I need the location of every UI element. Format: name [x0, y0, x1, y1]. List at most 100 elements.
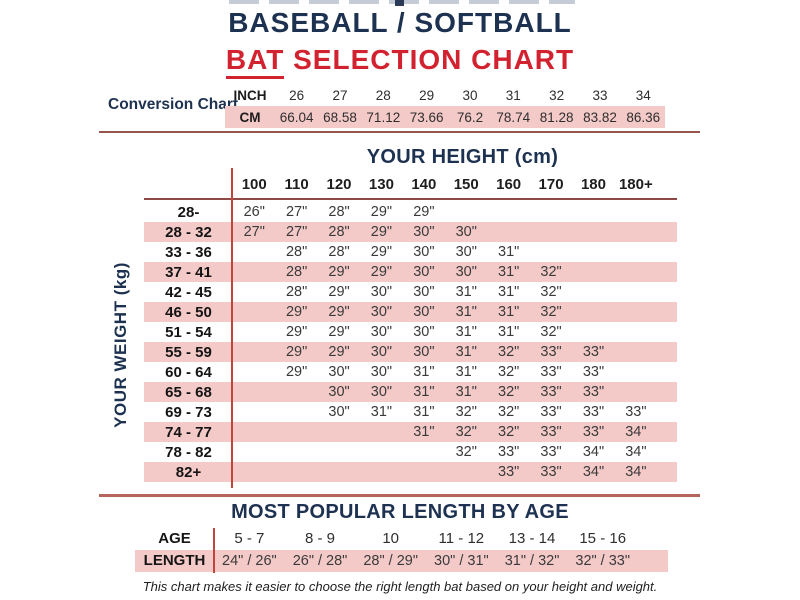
- bat-length-cell: [233, 284, 275, 300]
- bat-length-cell: 31": [498, 324, 520, 340]
- bat-length-cell: [318, 464, 360, 480]
- bat-length-cell: [233, 424, 275, 440]
- bat-length-cell: 30": [370, 304, 393, 320]
- bat-length-cell: [275, 404, 317, 420]
- bat-length-cell: [403, 464, 445, 480]
- bat-length-cell: 32": [540, 324, 562, 340]
- bat-length-cell: [360, 424, 402, 440]
- bat-length-cell: 29": [370, 204, 393, 220]
- bottom-divider: [99, 494, 700, 497]
- bat-length-cell: 34": [625, 444, 647, 460]
- height-table-title: YOUR HEIGHT (cm): [366, 146, 559, 168]
- height-row-cells: 28" 29" 30" 30" 31" 31" 32": [233, 284, 657, 300]
- conversion-cm-values: 66.04 68.58 71.12 73.66 76.2 78.74 81.28 83.82 8…: [275, 110, 665, 125]
- length-value: 28" / 29": [363, 553, 418, 569]
- weight-range-label: 28-: [177, 203, 200, 221]
- height-column-header: 180: [580, 176, 606, 193]
- weight-range-label: 74 - 77: [165, 423, 212, 441]
- bat-length-cell: [487, 204, 529, 220]
- bat-length-cell: 32": [540, 264, 562, 280]
- height-column-header: 140: [411, 176, 437, 193]
- bat-length-cell: 31": [455, 324, 477, 340]
- bat-length-cell: 29": [370, 264, 393, 280]
- weight-range-label: 82+: [175, 463, 202, 481]
- bat-length-cell: 33": [582, 384, 605, 400]
- bat-length-cell: 30": [413, 304, 435, 320]
- bat-length-cell: [233, 244, 275, 260]
- height-column-header: 160: [496, 176, 522, 193]
- bat-length-cell: 28": [328, 244, 350, 260]
- bat-length-cell: [233, 404, 275, 420]
- bat-length-cell: 29": [285, 304, 308, 320]
- bat-length-cell: 30": [328, 384, 350, 400]
- bat-length-cell: 30": [413, 324, 435, 340]
- bat-length-cell: 29": [285, 364, 308, 380]
- bat-length-cell: 31": [455, 384, 477, 400]
- age-value: 10: [382, 530, 400, 547]
- conversion-cm-value: 81.28: [539, 109, 574, 125]
- bat-length-cell: 31": [413, 384, 435, 400]
- height-table-row: 28 - 32 27" 27" 28" 29" 30" 30": [144, 222, 677, 242]
- height-table-row: 69 - 73 30" 31" 31" 32" 32" 33" 33" 33": [144, 402, 677, 422]
- weight-range-label: 46 - 50: [165, 303, 212, 321]
- bat-length-cell: 30": [370, 364, 393, 380]
- conversion-cm-value: 83.82: [583, 109, 617, 125]
- height-table-row: 60 - 64 29" 30" 30" 31" 31" 32" 33" 33": [144, 362, 677, 382]
- height-table-row: 33 - 36 28" 28" 29" 30" 30" 31": [144, 242, 677, 262]
- bat-length-cell: 28": [328, 204, 350, 220]
- conversion-cm-value: 78.74: [496, 109, 531, 125]
- conversion-chart-label: Conversion Chart: [108, 96, 239, 113]
- height-row-cells: 29" 29" 30" 30" 31" 31" 32": [233, 324, 657, 340]
- conversion-table: INCH 26 27 28 29 30 31 32 33 34 CM 66.04 68.58 71.…: [225, 85, 665, 128]
- bat-length-cell: 30": [328, 404, 350, 420]
- bat-length-cell: 33": [625, 404, 647, 420]
- bat-length-cell: 31": [413, 424, 435, 440]
- height-column-header: 170: [538, 176, 564, 193]
- height-row-cells: 26" 27" 28" 29" 29": [233, 204, 657, 220]
- height-column-header: 180+: [618, 176, 653, 193]
- bat-length-cell: 34": [582, 464, 605, 480]
- bat-length-cell: [572, 224, 614, 240]
- bat-length-cell: [275, 464, 317, 480]
- bat-length-cell: [615, 284, 657, 300]
- height-column-header: 110: [284, 176, 309, 193]
- bat-length-cell: [487, 224, 529, 240]
- bat-length-cell: [233, 264, 275, 280]
- cropped-text-artifact-mark: [395, 0, 404, 6]
- bat-length-cell: 33": [582, 364, 605, 380]
- conversion-inch-value: 27: [332, 88, 348, 103]
- bat-length-cell: [615, 204, 657, 220]
- bat-length-cell: 27": [285, 224, 308, 240]
- bat-length-cell: 30": [328, 364, 350, 380]
- conversion-inch-value: 31: [505, 88, 521, 103]
- bat-length-cell: [360, 444, 402, 460]
- bat-length-cell: 31": [498, 244, 520, 260]
- conversion-cm-value: 76.2: [456, 109, 484, 125]
- page-title-line1: BASEBALL / SOFTBALL: [228, 7, 572, 38]
- bat-length-cell: [530, 224, 572, 240]
- bat-length-cell: 31": [370, 404, 393, 420]
- bat-length-cell: 30": [413, 244, 435, 260]
- bat-length-cell: 30": [413, 224, 435, 240]
- bat-length-cell: [233, 344, 275, 360]
- page-title-line2-rest: SELECTION CHART: [284, 44, 575, 75]
- conversion-cm-value: 71.12: [366, 109, 401, 125]
- conversion-inch-value: 34: [635, 88, 651, 103]
- height-table-row: 55 - 59 29" 29" 30" 30" 31" 32" 33" 33": [144, 342, 677, 362]
- height-table-row: 65 - 68 30" 30" 31" 31" 32" 33" 33": [144, 382, 677, 402]
- bat-length-cell: [615, 384, 657, 400]
- weight-range-label: 65 - 68: [165, 383, 212, 401]
- age-value: 13 - 14: [508, 530, 556, 547]
- header-underline: [144, 198, 677, 200]
- bat-length-cell: 32": [498, 344, 520, 360]
- bat-length-cell: [530, 244, 572, 260]
- bat-length-cell: [615, 264, 657, 280]
- bat-underlined-word: BAT: [225, 44, 285, 79]
- weight-range-label: 42 - 45: [165, 283, 212, 301]
- weight-range-label: 51 - 54: [165, 323, 212, 341]
- conversion-cm-row: CM 66.04 68.58 71.12 73.66 76.2 78.74 81.28 83.…: [225, 106, 665, 128]
- bat-length-cell: [233, 324, 275, 340]
- weight-range-label: 55 - 59: [165, 343, 212, 361]
- bat-length-cell: 33": [540, 424, 562, 440]
- height-row-cells: 29" 30" 30" 31" 31" 32" 33" 33": [233, 364, 657, 380]
